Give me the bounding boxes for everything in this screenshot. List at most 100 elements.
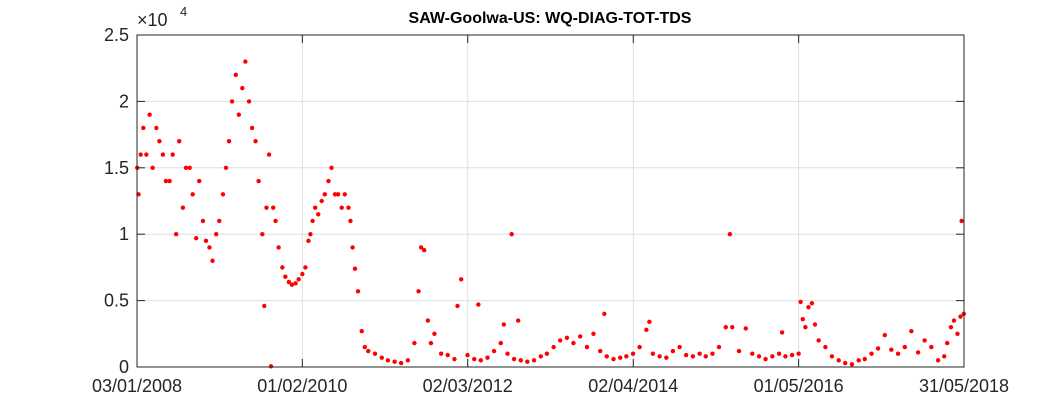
data-point: [895, 351, 901, 356]
data-point: [727, 232, 733, 237]
y-tick-label: 1.5: [104, 158, 129, 178]
data-point: [637, 344, 642, 350]
data-point: [958, 314, 963, 319]
data-point: [743, 326, 748, 331]
data-point: [882, 332, 888, 338]
data-point: [306, 238, 311, 244]
data-point: [312, 205, 318, 210]
data-point: [862, 356, 867, 362]
data-point: [398, 360, 404, 366]
data-point: [355, 289, 361, 294]
data-point: [789, 352, 795, 358]
data-point: [602, 311, 607, 317]
y-tick-label: 2.5: [104, 25, 129, 45]
x-tick-label: 02/04/2014: [588, 376, 678, 396]
data-point: [163, 178, 169, 184]
x-tick-label: 01/02/2010: [257, 376, 347, 396]
data-point: [240, 85, 245, 91]
data-point: [650, 351, 656, 356]
data-point: [197, 178, 202, 184]
y-exponent: ×10 4: [137, 4, 187, 30]
data-point: [518, 358, 524, 363]
data-point: [505, 351, 510, 356]
data-point: [829, 354, 835, 359]
data-point: [220, 192, 226, 197]
data-point: [249, 125, 255, 131]
data-point: [293, 281, 298, 286]
data-point: [538, 354, 544, 359]
data-point: [501, 322, 507, 327]
data-point: [476, 302, 481, 307]
data-point: [319, 198, 324, 204]
data-point: [571, 340, 576, 346]
data-point: [262, 303, 267, 309]
data-point: [618, 355, 623, 360]
data-point: [289, 282, 295, 287]
data-point: [144, 152, 149, 157]
data-point: [902, 344, 908, 350]
data-point: [531, 358, 537, 363]
data-point: [226, 139, 232, 144]
data-point: [223, 165, 229, 170]
y-exponent-power: 4: [180, 4, 187, 19]
data-point: [776, 351, 782, 356]
data-point: [525, 359, 530, 364]
data-point: [418, 245, 424, 250]
data-point: [385, 358, 391, 363]
data-point: [236, 112, 242, 117]
data-point: [229, 99, 235, 104]
data-point: [428, 340, 434, 346]
data-point: [266, 152, 272, 157]
data-point: [342, 192, 347, 197]
data-point: [491, 348, 497, 354]
data-point: [256, 178, 261, 184]
data-point: [856, 358, 861, 363]
data-point: [798, 299, 803, 305]
data-point: [730, 324, 735, 330]
data-point: [816, 338, 821, 343]
data-point: [170, 152, 175, 157]
data-point: [690, 354, 696, 359]
data-point: [352, 266, 358, 271]
data-point: [452, 356, 457, 362]
data-point: [187, 165, 192, 170]
data-point: [421, 247, 427, 253]
data-point: [779, 330, 785, 335]
data-point: [147, 112, 152, 117]
data-point: [544, 351, 550, 356]
data-point: [150, 165, 155, 170]
data-point: [366, 348, 371, 354]
data-point: [316, 212, 321, 217]
data-point: [200, 218, 206, 224]
data-point: [157, 139, 162, 144]
data-point: [322, 192, 327, 197]
data-point: [551, 344, 556, 350]
data-point: [465, 352, 470, 358]
data-point: [286, 279, 292, 285]
data-point: [455, 303, 460, 309]
data-point: [213, 232, 219, 237]
y-tick-label: 1: [119, 224, 129, 244]
data-point: [796, 351, 801, 356]
data-point: [283, 274, 288, 279]
data-point: [438, 351, 444, 356]
data-point: [591, 331, 596, 336]
data-point: [273, 218, 278, 224]
x-tick-labels: 03/01/2008 01/02/2010 02/03/2012 02/04/2014…: [92, 376, 1009, 396]
data-point: [296, 277, 301, 282]
data-point: [472, 356, 477, 362]
data-point: [630, 351, 636, 356]
data-point: [243, 59, 248, 64]
data-point: [611, 356, 616, 362]
data-point: [657, 354, 662, 359]
data-point: [326, 178, 331, 184]
data-point: [154, 125, 159, 131]
data-point: [647, 319, 652, 325]
data-point: [577, 334, 583, 339]
data-point: [836, 358, 841, 363]
data-point: [207, 245, 212, 250]
data-point: [598, 348, 603, 354]
data-point: [335, 192, 341, 197]
data-point: [849, 362, 855, 367]
